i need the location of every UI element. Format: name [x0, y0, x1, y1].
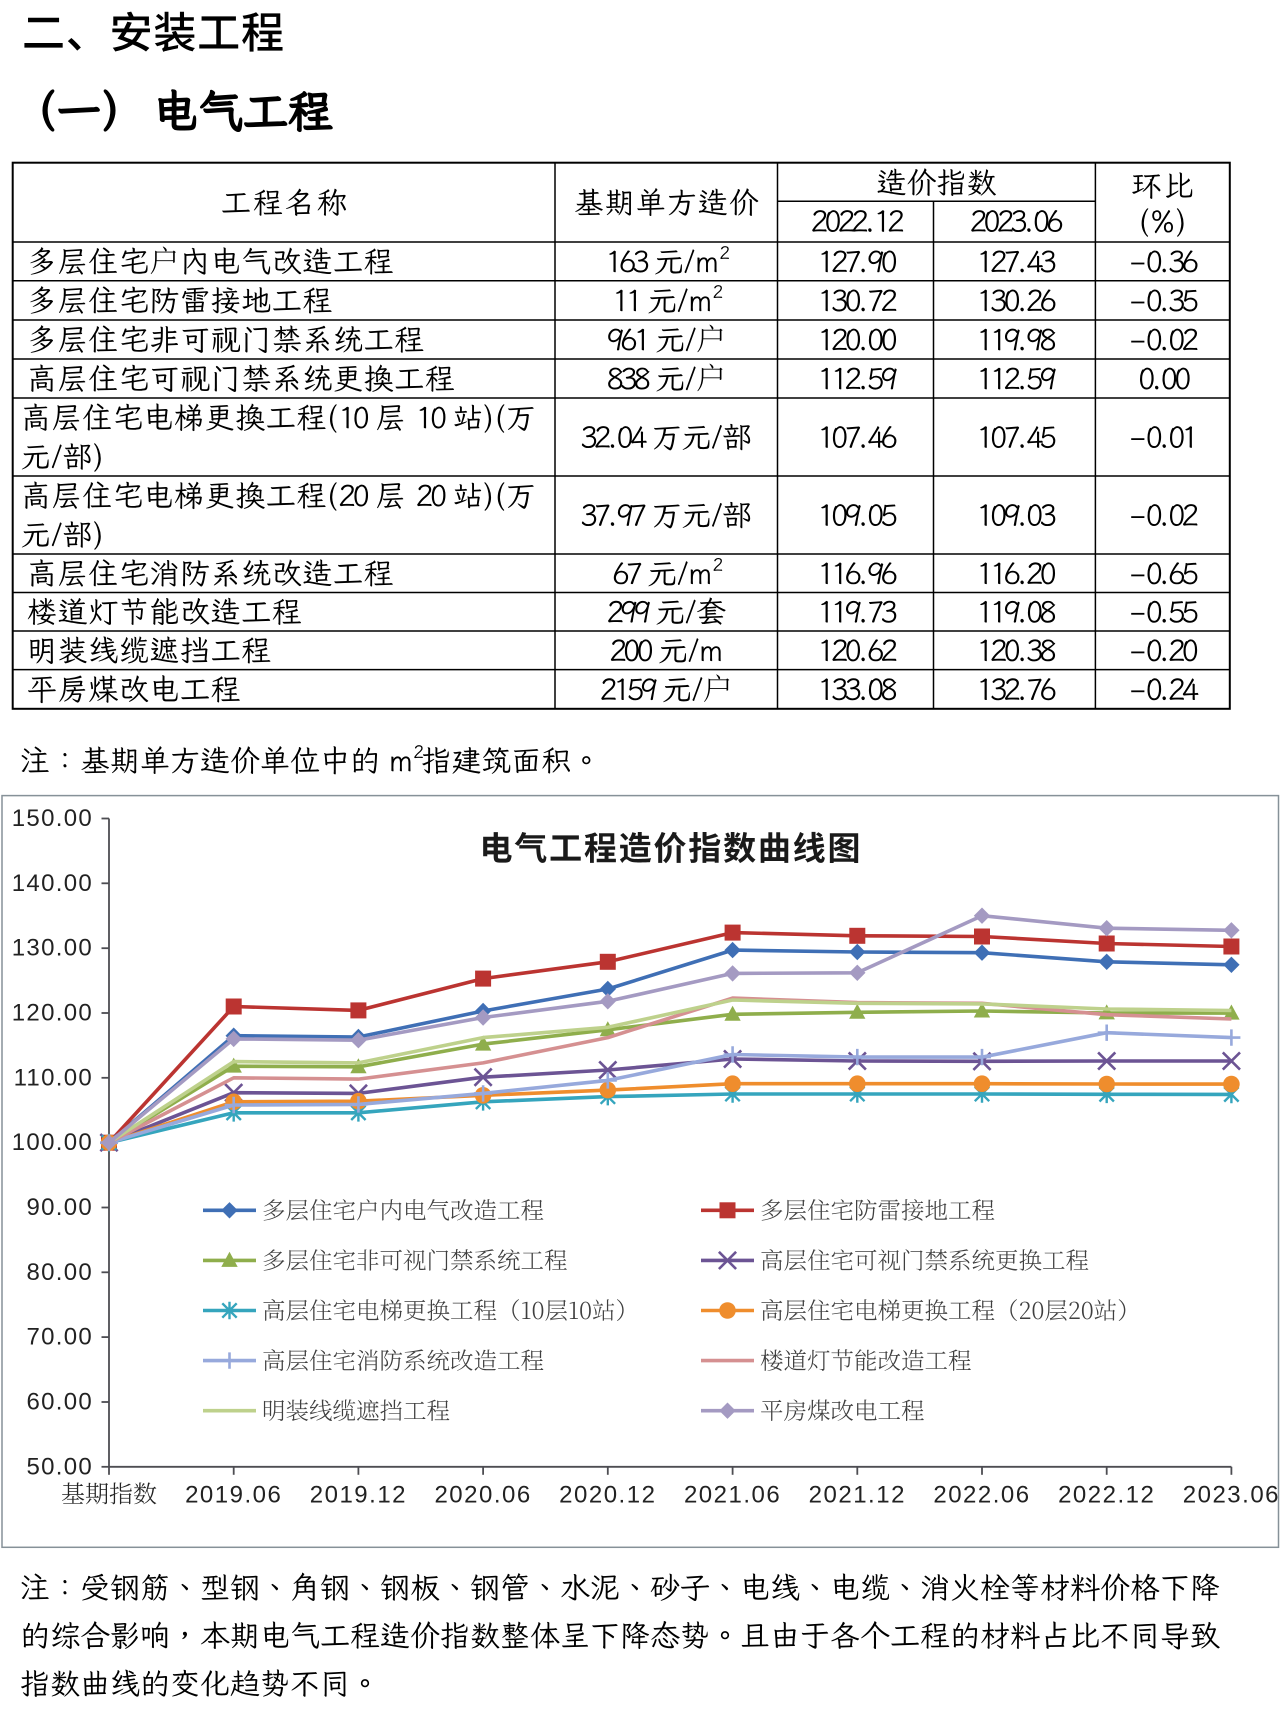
svg-text:100.00: 100.00 — [12, 1129, 93, 1156]
svg-text:2019.12: 2019.12 — [310, 1482, 407, 1509]
svg-text:130.00: 130.00 — [12, 935, 93, 962]
svg-text:70.00: 70.00 — [26, 1324, 93, 1351]
svg-text:90.00: 90.00 — [26, 1194, 93, 1221]
svg-text:120.00: 120.00 — [12, 1000, 93, 1027]
svg-text:80.00: 80.00 — [26, 1259, 93, 1286]
svg-text:2022.06: 2022.06 — [933, 1482, 1030, 1509]
svg-text:2019.06: 2019.06 — [185, 1482, 282, 1509]
svg-text:140.00: 140.00 — [12, 870, 93, 897]
svg-text:2021.12: 2021.12 — [809, 1482, 906, 1509]
svg-text:150.00: 150.00 — [12, 805, 93, 832]
svg-text:50.00: 50.00 — [26, 1453, 93, 1480]
svg-text:2022.12: 2022.12 — [1058, 1482, 1155, 1509]
svg-text:2020.06: 2020.06 — [434, 1482, 531, 1509]
svg-text:2023.06: 2023.06 — [1183, 1482, 1280, 1509]
svg-text:60.00: 60.00 — [26, 1389, 93, 1416]
svg-text:2020.12: 2020.12 — [559, 1482, 656, 1509]
svg-text:2021.06: 2021.06 — [684, 1482, 781, 1509]
svg-text:110.00: 110.00 — [14, 1064, 93, 1091]
